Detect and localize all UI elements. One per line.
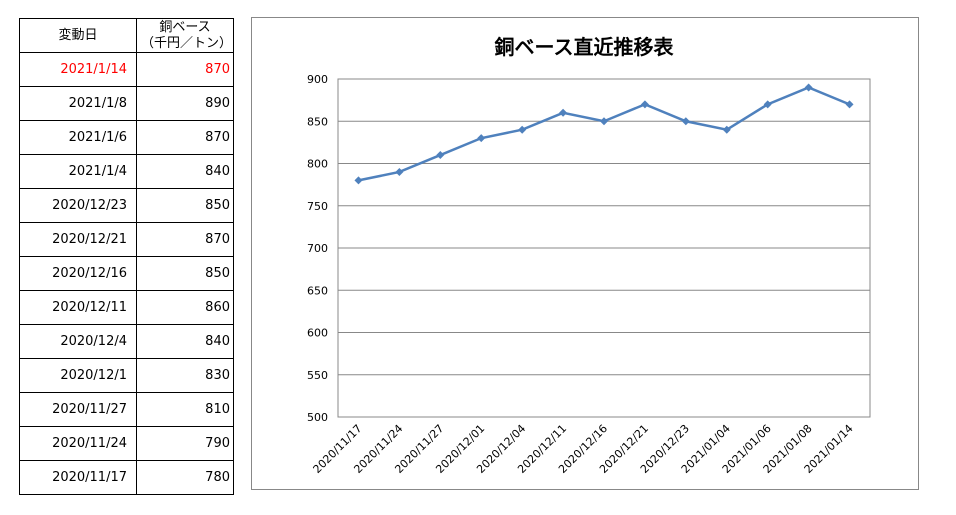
table-row: 2020/12/21 870 bbox=[19, 222, 234, 257]
table-row: 2020/12/23 850 bbox=[19, 188, 234, 223]
y-tick-label: 700 bbox=[307, 242, 328, 255]
gridlines bbox=[338, 78, 870, 418]
table-row: 2021/1/8 890 bbox=[19, 86, 234, 121]
y-tick-label: 900 bbox=[307, 73, 328, 86]
y-tick-label: 600 bbox=[307, 327, 328, 340]
row-date: 2020/12/21 bbox=[19, 222, 137, 257]
y-tick-label: 650 bbox=[307, 284, 328, 297]
row-value: 840 bbox=[136, 154, 234, 189]
row-date: 2020/11/24 bbox=[19, 426, 137, 461]
row-date: 2020/12/23 bbox=[19, 188, 137, 223]
row-value: 810 bbox=[136, 392, 234, 427]
data-point-marker bbox=[518, 125, 527, 134]
row-value: 790 bbox=[136, 426, 234, 461]
y-tick-label: 850 bbox=[307, 115, 328, 128]
table-row: 2021/1/4 840 bbox=[19, 154, 234, 189]
table-row: 2021/1/14 870 bbox=[19, 52, 234, 87]
row-value: 840 bbox=[136, 324, 234, 359]
row-date: 2020/12/11 bbox=[19, 290, 137, 325]
row-value: 860 bbox=[136, 290, 234, 325]
row-value: 850 bbox=[136, 256, 234, 291]
table-row: 2020/11/17 780 bbox=[19, 460, 234, 495]
table-row: 2020/11/24 790 bbox=[19, 426, 234, 461]
data-point-marker bbox=[436, 151, 445, 160]
row-date: 2021/1/6 bbox=[19, 120, 137, 155]
row-date: 2020/11/27 bbox=[19, 392, 137, 427]
table-row: 2020/11/27 810 bbox=[19, 392, 234, 427]
row-date: 2020/12/1 bbox=[19, 358, 137, 393]
row-date: 2021/1/4 bbox=[19, 154, 137, 189]
date-column-header: 変動日 bbox=[19, 18, 137, 53]
table-header-row: 変動日 銅ベース （千円／トン） bbox=[19, 18, 234, 53]
row-value: 870 bbox=[136, 120, 234, 155]
data-point-marker bbox=[681, 117, 690, 126]
value-column-header: 銅ベース （千円／トン） bbox=[136, 18, 234, 53]
data-point-marker bbox=[804, 83, 813, 92]
data-point-marker bbox=[640, 100, 649, 109]
data-point-marker bbox=[559, 108, 568, 117]
data-point-marker bbox=[477, 134, 486, 143]
y-tick-label: 500 bbox=[307, 411, 328, 424]
row-date: 2020/12/4 bbox=[19, 324, 137, 359]
row-value: 890 bbox=[136, 86, 234, 121]
row-date: 2021/1/8 bbox=[19, 86, 137, 121]
data-point-marker bbox=[763, 100, 772, 109]
table-row: 2021/1/6 870 bbox=[19, 120, 234, 155]
data-point-marker bbox=[395, 167, 404, 176]
row-date: 2021/1/14 bbox=[19, 52, 137, 87]
chart-panel: 銅ベース直近推移表 500 550 600 650 700 750 800 850 900 20… bbox=[251, 17, 919, 490]
table-body: 2021/1/14 870 2021/1/8 890 2021/1/6 870 2021/1… bbox=[19, 52, 234, 495]
y-tick-label: 750 bbox=[307, 200, 328, 213]
data-point-marker bbox=[845, 100, 854, 109]
row-date: 2020/12/16 bbox=[19, 256, 137, 291]
table-row: 2020/12/4 840 bbox=[19, 324, 234, 359]
y-axis-ticks: 500 550 600 650 700 750 800 850 900 bbox=[307, 73, 328, 424]
row-date: 2020/11/17 bbox=[19, 460, 137, 495]
y-tick-label: 800 bbox=[307, 158, 328, 171]
table-row: 2020/12/1 830 bbox=[19, 358, 234, 393]
table-row: 2020/12/11 860 bbox=[19, 290, 234, 325]
x-axis-ticks: 2020/11/172020/11/242020/11/272020/12/01… bbox=[311, 422, 856, 476]
row-value: 870 bbox=[136, 52, 234, 87]
data-series bbox=[354, 83, 854, 185]
row-value: 780 bbox=[136, 460, 234, 495]
table-row: 2020/12/16 850 bbox=[19, 256, 234, 291]
chart-title: 銅ベース直近推移表 bbox=[495, 35, 675, 59]
y-tick-label: 550 bbox=[307, 369, 328, 382]
data-point-marker bbox=[600, 117, 608, 126]
value-header-line2: （千円／トン） bbox=[141, 35, 233, 51]
row-value: 830 bbox=[136, 358, 234, 393]
line-chart: 銅ベース直近推移表 500 550 600 650 700 750 800 850 900 20… bbox=[307, 35, 871, 476]
value-header-line1: 銅ベース bbox=[159, 19, 211, 35]
data-point-marker bbox=[722, 125, 731, 134]
price-table: 変動日 銅ベース （千円／トン） 2021/1/14 870 2021/1/8 890… bbox=[19, 18, 234, 495]
row-value: 850 bbox=[136, 188, 234, 223]
data-point-marker bbox=[354, 176, 363, 185]
row-value: 870 bbox=[136, 222, 234, 257]
